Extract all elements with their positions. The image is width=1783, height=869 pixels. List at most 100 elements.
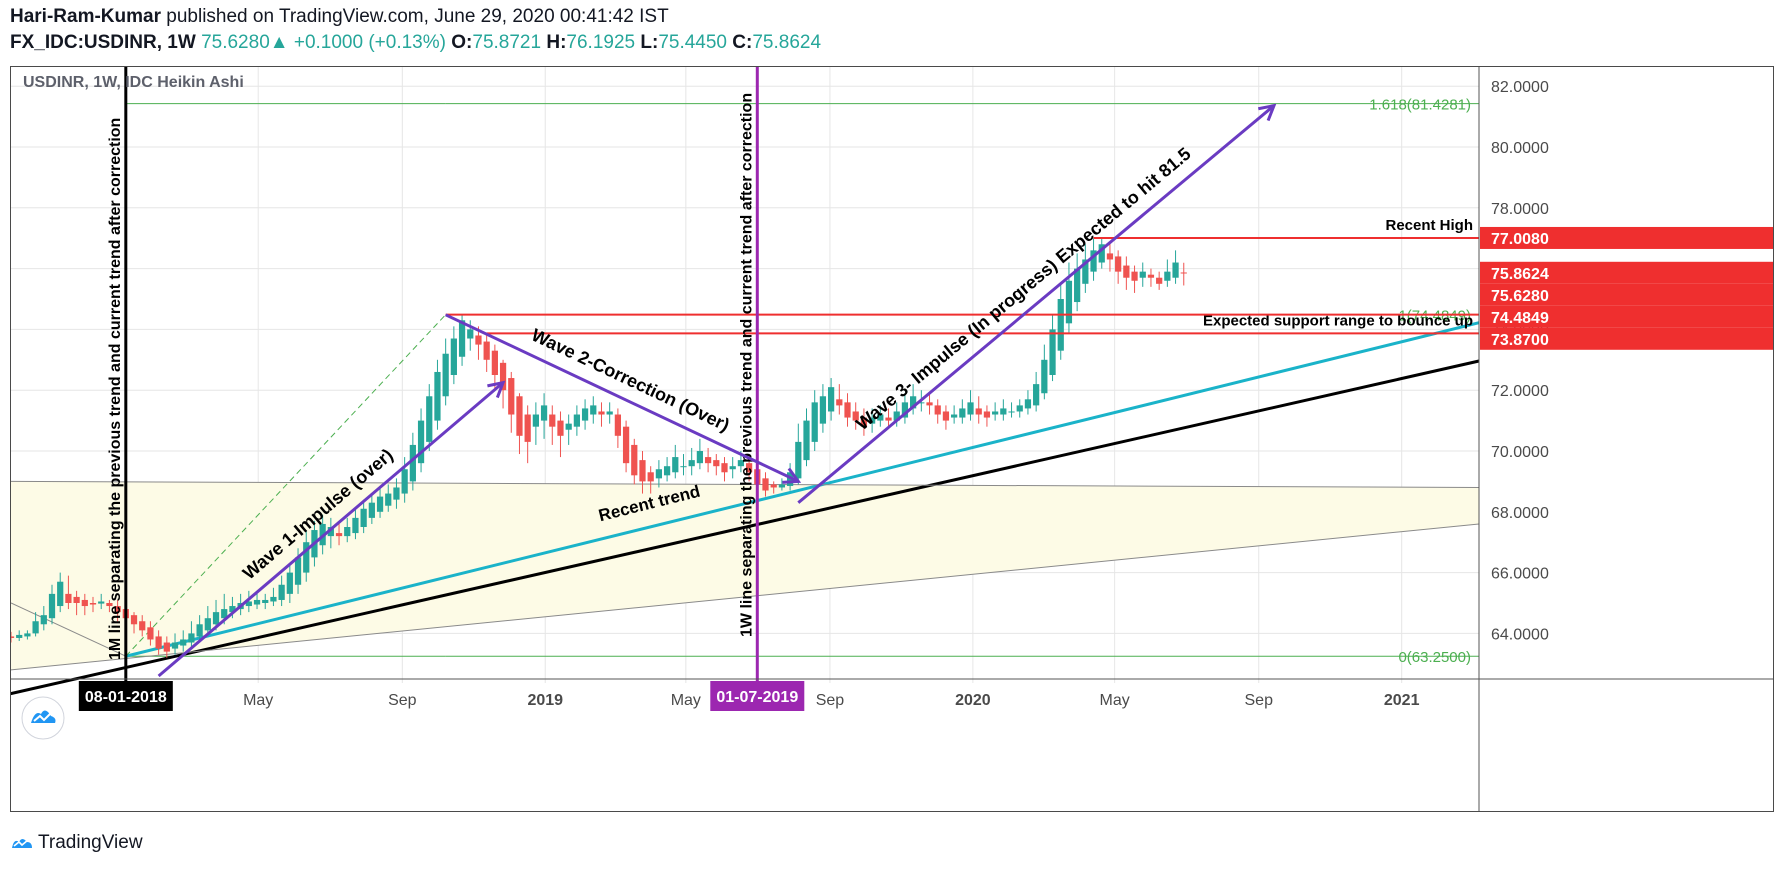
candle-body[interactable] (647, 472, 654, 482)
candle-body[interactable] (1172, 262, 1179, 278)
candle-body[interactable] (1082, 259, 1089, 284)
candle-body[interactable] (352, 517, 359, 534)
candle-body[interactable] (294, 557, 302, 585)
candle-body[interactable] (672, 457, 679, 473)
candle-body[interactable] (819, 396, 827, 424)
candle-body[interactable] (1139, 271, 1146, 278)
candle-body[interactable] (48, 593, 56, 619)
candle-body[interactable] (598, 411, 605, 415)
candle-body[interactable] (508, 378, 515, 415)
candle-body[interactable] (762, 478, 769, 491)
candle-body[interactable] (704, 457, 712, 464)
candle-body[interactable] (376, 496, 384, 512)
candle-body[interactable] (1164, 271, 1171, 281)
candle-body[interactable] (73, 596, 80, 603)
trend-line-zone-top[interactable] (10, 480, 1480, 488)
candle-body[interactable] (491, 350, 498, 375)
candle-body[interactable] (40, 615, 47, 625)
candle-body[interactable] (1098, 244, 1105, 263)
candle-body[interactable] (1024, 399, 1032, 409)
candle-body[interactable] (573, 414, 580, 427)
candle-body[interactable] (344, 527, 351, 537)
candle-body[interactable] (450, 338, 457, 375)
candle-body[interactable] (992, 411, 999, 415)
candle-body[interactable] (212, 612, 220, 625)
trend-line-black[interactable] (0, 359, 1480, 698)
candle-body[interactable] (655, 469, 663, 479)
candle-body[interactable] (549, 414, 556, 427)
trend-line-cyan[interactable] (125, 321, 1480, 658)
candle-body[interactable] (196, 624, 203, 637)
candle-body[interactable] (926, 402, 933, 406)
candle-body[interactable] (114, 606, 121, 613)
candle-body[interactable] (385, 493, 392, 506)
candle-body[interactable] (335, 533, 343, 537)
candle-body[interactable] (24, 633, 31, 637)
candle-body[interactable] (1041, 359, 1048, 394)
candle-body[interactable] (229, 606, 236, 613)
candle-body[interactable] (557, 420, 564, 436)
candle-body[interactable] (130, 615, 138, 625)
candle-body[interactable] (721, 463, 728, 473)
candle-body[interactable] (532, 414, 539, 427)
candle-body[interactable] (631, 444, 638, 476)
candle-body[interactable] (745, 463, 753, 473)
candle-body[interactable] (1065, 280, 1073, 324)
candle-body[interactable] (893, 411, 900, 421)
candle-body[interactable] (32, 621, 39, 634)
candle-body[interactable] (959, 408, 966, 418)
candle-body[interactable] (983, 411, 991, 418)
candle-body[interactable] (409, 444, 416, 482)
price-label-badge[interactable] (1480, 261, 1773, 284)
candle-body[interactable] (303, 542, 310, 573)
candle-body[interactable] (262, 599, 269, 603)
candle-body[interactable] (869, 417, 876, 424)
trend-line-left[interactable] (10, 602, 127, 657)
price-label-badge[interactable] (1480, 327, 1773, 350)
trend-line-zone-bottom[interactable] (10, 523, 1480, 671)
candle-body[interactable] (852, 411, 859, 421)
candle-body[interactable] (614, 414, 621, 436)
candle-body[interactable] (180, 639, 187, 646)
candle-body[interactable] (286, 572, 293, 594)
candle-body[interactable] (1106, 253, 1114, 260)
candle-body[interactable] (188, 633, 195, 643)
candle-body[interactable] (401, 469, 408, 494)
candle-body[interactable] (1147, 274, 1155, 278)
candle-body[interactable] (245, 601, 252, 607)
candle-body[interactable] (942, 411, 950, 421)
candle-body[interactable] (139, 621, 146, 631)
candle-body[interactable] (1008, 411, 1015, 413)
candle-body[interactable] (1123, 265, 1130, 278)
candle-body[interactable] (565, 423, 572, 430)
candle-body[interactable] (16, 634, 23, 638)
candle-body[interactable] (483, 341, 490, 360)
wave-arrow[interactable] (157, 381, 505, 678)
candle-body[interactable] (713, 460, 720, 467)
candle-body[interactable] (1049, 329, 1056, 375)
candle-body[interactable] (499, 362, 507, 391)
candle-body[interactable] (540, 405, 548, 421)
candle-body[interactable] (1033, 384, 1040, 406)
footer-brand[interactable]: TradingView (38, 832, 143, 853)
candle-body[interactable] (393, 487, 400, 500)
candle-body[interactable] (663, 466, 671, 476)
candle-body[interactable] (606, 411, 613, 415)
chart-svg[interactable]: 1.618(81.4281) 1(74.4849) 0(63.2500) Recen… (0, 67, 1773, 811)
candle-body[interactable] (163, 642, 170, 652)
candle-body[interactable] (7, 636, 15, 638)
candle-body[interactable] (795, 441, 802, 479)
candle-body[interactable] (688, 460, 695, 467)
wave-arrow[interactable] (445, 313, 799, 483)
candle-body[interactable] (270, 596, 277, 602)
candle-body[interactable] (57, 581, 64, 607)
candle-body[interactable] (417, 420, 425, 464)
author-name[interactable]: Hari-Ram-Kumar (10, 6, 161, 27)
trend-line-fib-diag[interactable] (125, 314, 447, 657)
candle-body[interactable] (729, 466, 736, 470)
candle-body[interactable] (516, 396, 523, 436)
candle-body[interactable] (368, 502, 375, 518)
candle-body[interactable] (442, 353, 449, 397)
candle-body[interactable] (221, 609, 228, 619)
candle-body[interactable] (171, 642, 179, 649)
